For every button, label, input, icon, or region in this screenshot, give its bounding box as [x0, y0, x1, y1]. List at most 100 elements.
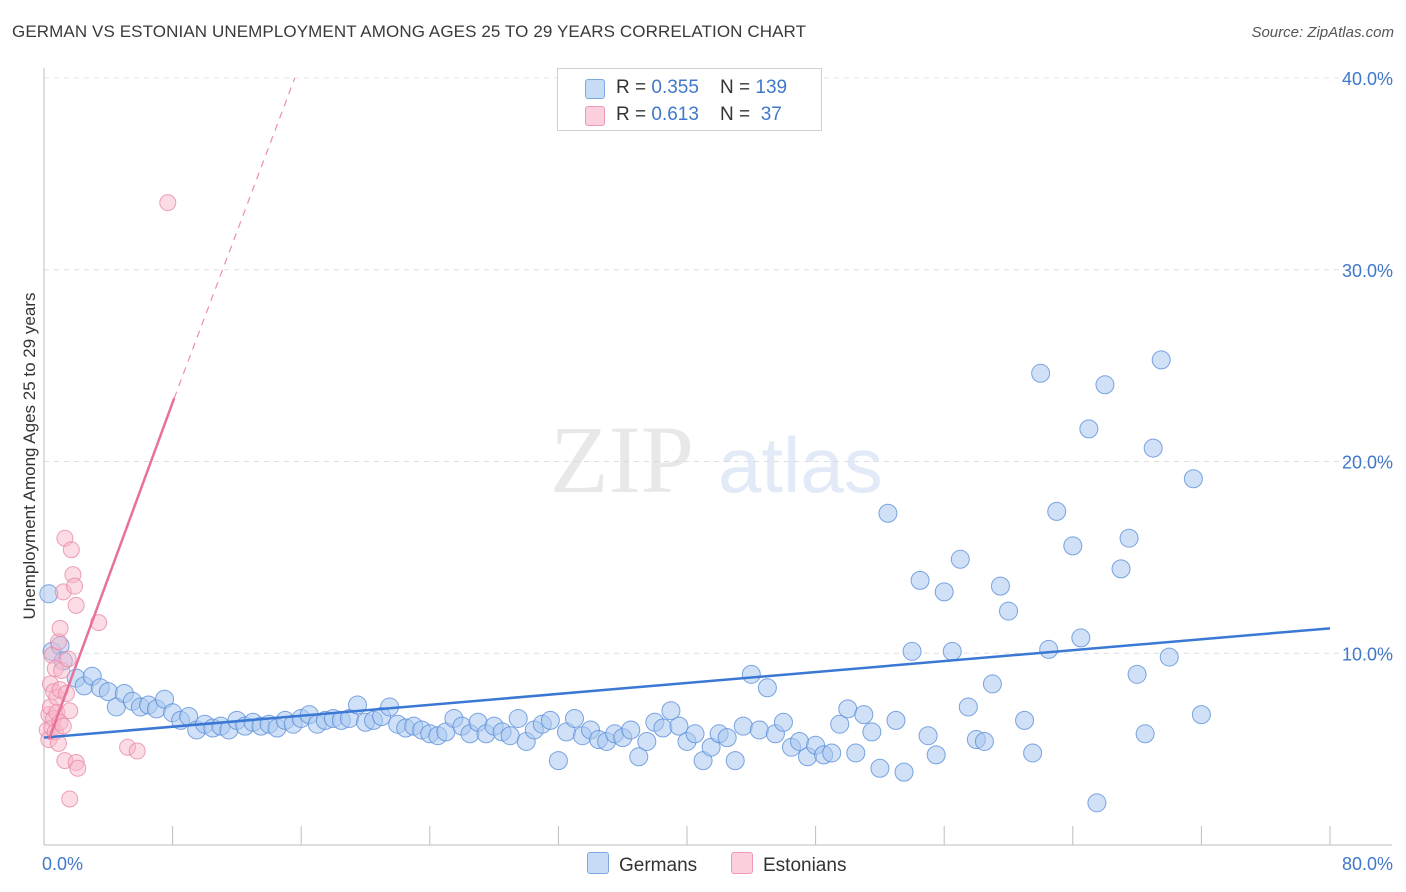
german-point — [886, 710, 906, 730]
germans-legend-label: Germans — [619, 855, 698, 876]
german-point — [910, 570, 930, 590]
german-point — [725, 751, 745, 771]
german-point — [1031, 363, 1051, 383]
estonians-trend-line — [47, 397, 176, 740]
x-tick-label: 0.0% — [42, 854, 83, 874]
legend-item-estonians: Estonians — [731, 852, 846, 877]
estonian-point — [61, 702, 79, 720]
german-point — [661, 701, 681, 721]
german-point — [1071, 628, 1091, 648]
german-point — [749, 720, 769, 740]
german-point — [902, 641, 922, 661]
tick-labels: 10.0% 20.0% 30.0% 40.0% 0.0% 80.0% — [42, 69, 1393, 874]
y-tick-label: 20.0% — [1342, 453, 1393, 473]
german-point — [934, 582, 954, 602]
german-point — [1015, 710, 1035, 730]
german-point — [950, 549, 970, 569]
trend-lines — [43, 77, 1331, 740]
watermark-atlas: atlas — [718, 421, 883, 509]
german-point — [830, 714, 850, 734]
x-tick-label: 80.0% — [1342, 854, 1393, 874]
german-point — [1095, 375, 1115, 395]
german-point — [1119, 528, 1139, 548]
germans-legend-swatch — [587, 852, 609, 874]
german-point — [1111, 559, 1131, 579]
germans-trend-line — [43, 627, 1331, 739]
german-point — [1127, 664, 1147, 684]
german-point — [1143, 438, 1163, 458]
german-point — [1039, 639, 1059, 659]
y-axis-label: Unemployment Among Ages 25 to 29 years — [20, 293, 39, 620]
german-point — [773, 712, 793, 732]
germans-points — [39, 350, 1211, 813]
germans-n-label: N = — [720, 77, 756, 98]
grid-lines — [44, 77, 1392, 654]
german-point — [637, 731, 657, 751]
estonians-legend-label: Estonians — [763, 855, 847, 876]
german-point — [621, 720, 641, 740]
germans-r-label: R = — [616, 77, 652, 98]
german-point — [564, 708, 584, 728]
german-point — [862, 722, 882, 742]
estonians-legend-swatch — [731, 852, 753, 874]
estonian-point — [61, 790, 79, 808]
german-point — [822, 743, 842, 763]
german-point — [1159, 647, 1179, 667]
source-label: Source: ZipAtlas.com — [1251, 24, 1394, 41]
germans-n-value: 139 — [755, 77, 788, 98]
german-point — [540, 710, 560, 730]
stats-legend: R = 0.355 N = 139 R = 0.613 N = 37 — [557, 68, 822, 131]
german-point — [918, 726, 938, 746]
german-point — [500, 726, 520, 746]
german-point — [1135, 724, 1155, 744]
estonians-r-label: R = — [616, 104, 652, 125]
german-point — [508, 708, 528, 728]
y-tick-label: 10.0% — [1342, 644, 1393, 664]
estonian-point — [62, 541, 80, 559]
german-point — [1047, 501, 1067, 521]
german-point — [894, 762, 914, 782]
german-point — [846, 743, 866, 763]
german-point — [838, 699, 858, 719]
estonian-point — [67, 596, 85, 614]
german-point — [1087, 793, 1107, 813]
german-point — [999, 601, 1018, 621]
german-point — [854, 705, 874, 725]
german-point — [741, 664, 761, 684]
estonian-point — [51, 619, 69, 637]
german-point — [669, 716, 689, 736]
y-tick-label: 40.0% — [1342, 69, 1393, 89]
german-point — [629, 747, 649, 767]
estonian-point — [159, 194, 177, 212]
estonians-r-value: 0.613 — [651, 104, 699, 125]
chart-title: GERMAN VS ESTONIAN UNEMPLOYMENT AMONG AG… — [12, 22, 807, 41]
german-point — [974, 731, 994, 751]
german-point — [1079, 419, 1099, 439]
germans-swatch — [585, 79, 605, 99]
estonian-point — [54, 717, 72, 735]
estonian-point — [128, 742, 146, 760]
german-point — [757, 678, 777, 698]
german-point — [548, 751, 568, 771]
german-point — [1023, 743, 1043, 763]
watermark-zip: ZIP — [550, 406, 694, 513]
estonians-swatch — [585, 106, 605, 126]
german-point — [653, 718, 673, 738]
germans-r-value: 0.355 — [651, 77, 699, 98]
german-point — [878, 503, 898, 523]
german-point — [982, 674, 1002, 694]
german-point — [1191, 705, 1211, 725]
watermark: ZIP atlas — [550, 406, 883, 513]
german-point — [1183, 469, 1203, 489]
german-point — [1063, 536, 1083, 556]
german-point — [1151, 350, 1171, 370]
estonians-n-value: 37 — [755, 104, 782, 125]
estonian-point — [59, 650, 77, 668]
y-tick-label: 30.0% — [1342, 261, 1393, 281]
legend-item-germans: Germans — [587, 852, 697, 877]
german-point — [958, 697, 978, 717]
estonian-point — [69, 759, 87, 777]
german-point — [870, 758, 890, 778]
estonians-trend-extension — [173, 77, 296, 399]
